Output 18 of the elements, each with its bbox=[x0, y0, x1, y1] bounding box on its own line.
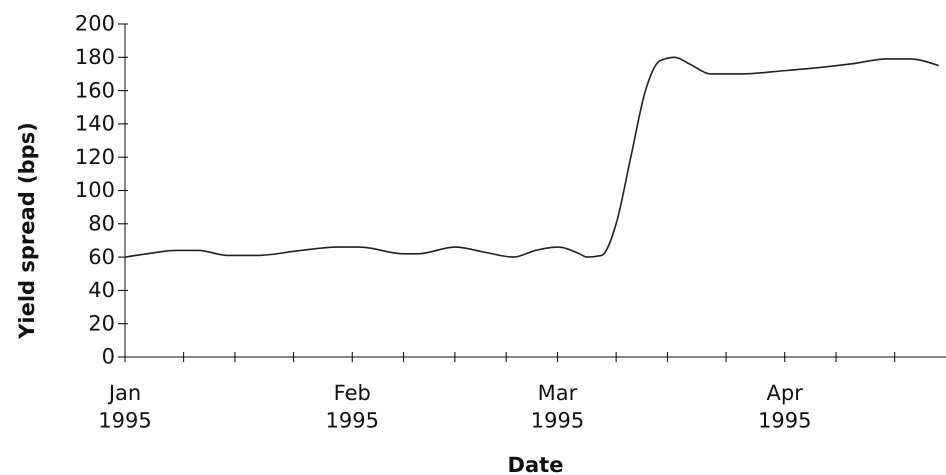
y-tick-label: 160 bbox=[74, 78, 115, 102]
y-tick-label: 40 bbox=[88, 278, 115, 302]
x-tick-label: Jan 1995 bbox=[98, 381, 152, 432]
y-tick-label: 20 bbox=[88, 311, 115, 336]
line-series bbox=[124, 56, 940, 258]
x-tick-label: Feb 1995 bbox=[326, 381, 379, 432]
y-tick-label: 0 bbox=[102, 344, 115, 369]
x-tick-label: Mar 1995 bbox=[530, 381, 584, 432]
y-tick-label: 180 bbox=[74, 45, 115, 70]
y-tick-label: 80 bbox=[88, 212, 115, 236]
y-tick-label: 140 bbox=[74, 112, 115, 136]
x-tick-label: Apr 1995 bbox=[758, 381, 812, 432]
y-tick-label: 60 bbox=[88, 244, 115, 269]
x-axis-title: Date bbox=[508, 453, 564, 475]
y-tick-label: 200 bbox=[74, 12, 115, 36]
y-tick-label: 120 bbox=[74, 144, 115, 169]
y-tick-label: 100 bbox=[74, 178, 115, 202]
y-axis-title: Yield spread (bps) bbox=[15, 122, 39, 340]
